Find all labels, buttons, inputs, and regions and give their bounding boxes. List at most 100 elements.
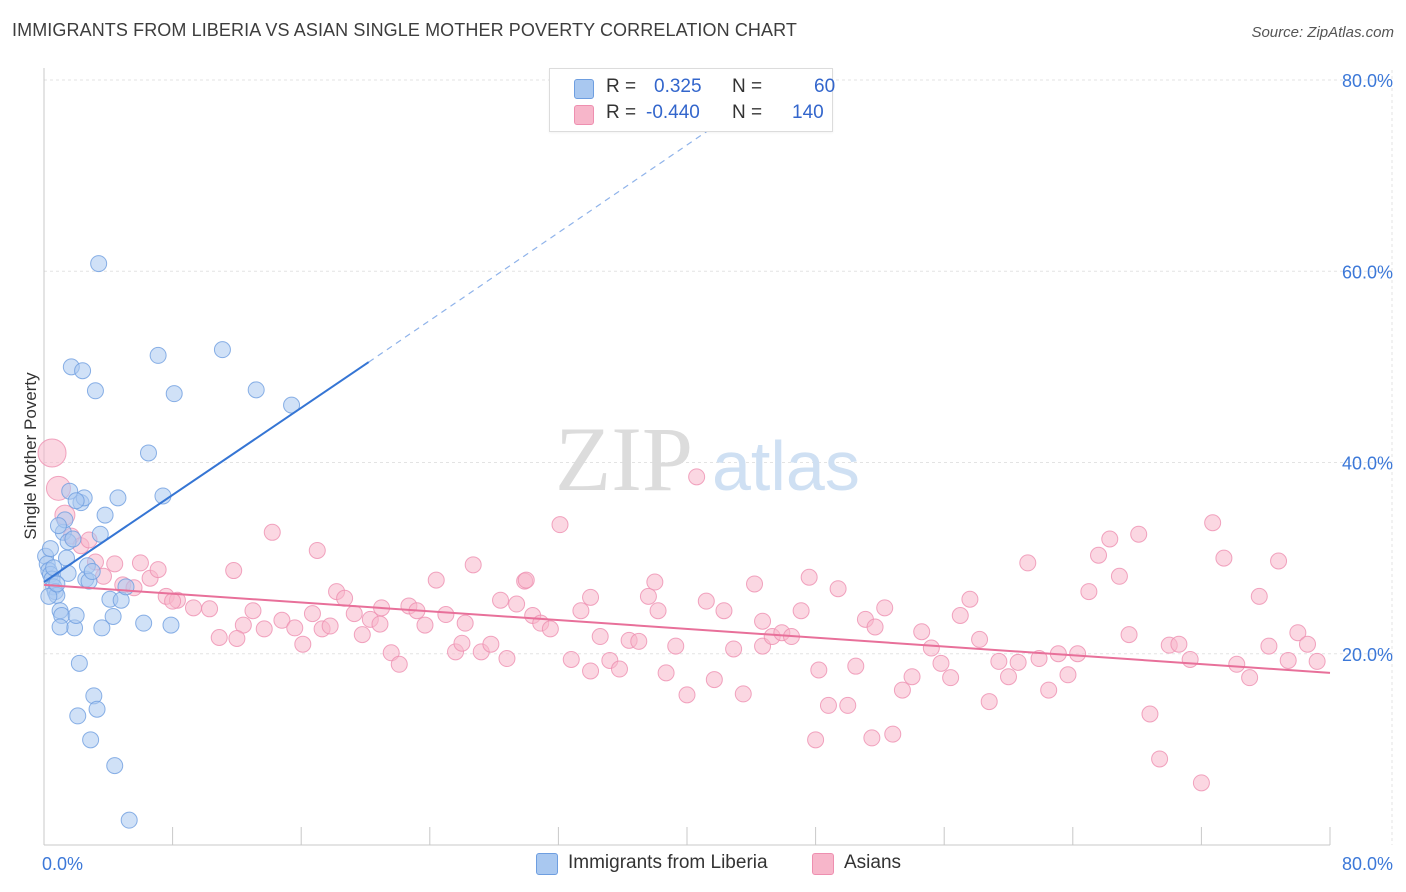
asians-point bbox=[427, 571, 445, 589]
asians-point bbox=[582, 588, 600, 606]
liberia-point bbox=[74, 362, 92, 380]
asians-point bbox=[308, 541, 326, 559]
asians-point bbox=[725, 640, 743, 658]
correlation-legend: R = 0.325 N = 60 R = -0.440 N = 140 bbox=[549, 68, 835, 132]
asians-point bbox=[800, 568, 818, 586]
asians-point bbox=[1181, 650, 1199, 668]
asians-point bbox=[863, 729, 881, 747]
asians-point bbox=[913, 623, 931, 641]
asians-point bbox=[244, 602, 262, 620]
asians-point bbox=[184, 599, 202, 617]
watermark-atlas: atlas bbox=[712, 427, 860, 505]
y-tick-label: 20.0% bbox=[1342, 645, 1393, 665]
asians-point bbox=[715, 602, 733, 620]
x-tick-label: 80.0% bbox=[1342, 854, 1393, 874]
asians-point bbox=[263, 523, 281, 541]
asians-point bbox=[336, 589, 354, 607]
asians-point bbox=[697, 592, 715, 610]
asians-point bbox=[437, 606, 455, 624]
asians-point bbox=[1080, 583, 1098, 601]
legend-r-label: R = bbox=[606, 102, 637, 123]
asians-point bbox=[453, 634, 471, 652]
asians-point bbox=[1000, 668, 1017, 686]
tick-labels: 20.0% 40.0% 60.0% 80.0% 0.0% 80.0% bbox=[42, 71, 1393, 874]
liberia-point bbox=[82, 731, 100, 749]
asians-point bbox=[746, 575, 764, 593]
liberia-point bbox=[213, 341, 231, 359]
liberia-point bbox=[70, 654, 88, 672]
legend-r-label: R = bbox=[606, 76, 637, 97]
asians-point bbox=[508, 595, 526, 613]
asians-point bbox=[273, 611, 291, 629]
asians-point bbox=[303, 605, 321, 623]
asians-point bbox=[164, 592, 182, 610]
liberia-trend-line bbox=[43, 361, 370, 583]
asians-point bbox=[951, 607, 969, 624]
legend-swatch-asians bbox=[574, 105, 594, 125]
asians-point bbox=[582, 662, 600, 680]
x-tick-label: 0.0% bbox=[42, 854, 83, 874]
asians-point bbox=[294, 635, 312, 653]
asians-point bbox=[541, 620, 559, 638]
asians-point bbox=[353, 626, 371, 644]
liberia-point bbox=[67, 492, 85, 510]
liberia-point bbox=[106, 757, 124, 775]
asians-point bbox=[464, 556, 482, 574]
liberia-point bbox=[93, 619, 111, 637]
asians-point bbox=[210, 628, 228, 646]
y-tick-label: 80.0% bbox=[1342, 71, 1393, 91]
source-label: Source: ZipAtlas.com bbox=[1251, 24, 1394, 41]
legend-n-value: 140 bbox=[792, 102, 824, 123]
asians-point bbox=[228, 629, 246, 647]
y-tick-label: 60.0% bbox=[1342, 262, 1393, 282]
asians-point bbox=[922, 639, 940, 657]
asians-point bbox=[990, 652, 1008, 670]
asians-point bbox=[893, 681, 911, 699]
liberia-point bbox=[120, 811, 138, 829]
asians-point bbox=[345, 605, 363, 623]
legend-n-label: N = bbox=[732, 102, 763, 123]
asians-point bbox=[1250, 587, 1268, 605]
asians-point bbox=[416, 616, 434, 634]
asians-point bbox=[591, 628, 609, 646]
asians-point bbox=[1090, 546, 1108, 564]
asians-point bbox=[572, 602, 590, 620]
liberia-point bbox=[40, 587, 58, 605]
asians-point bbox=[1120, 626, 1138, 644]
asians-point bbox=[1040, 681, 1058, 699]
bottom-legend-label-asians: Asians bbox=[844, 852, 902, 873]
asians-point bbox=[866, 618, 884, 636]
watermark: ZIP atlas bbox=[555, 408, 860, 510]
asians-point bbox=[980, 693, 998, 711]
asians-point bbox=[225, 562, 243, 580]
bottom-legend-label-liberia: Immigrants from Liberia bbox=[568, 852, 768, 873]
liberia-point bbox=[49, 517, 67, 535]
asians-point bbox=[630, 632, 648, 650]
liberia-point bbox=[96, 506, 114, 524]
asians-point bbox=[754, 612, 772, 630]
asians-point bbox=[847, 657, 865, 675]
asians-point bbox=[1192, 774, 1210, 792]
liberia-point bbox=[165, 385, 183, 403]
asians-point bbox=[106, 555, 124, 573]
asians-point bbox=[1289, 624, 1307, 642]
asians-point bbox=[829, 580, 847, 598]
asians-point bbox=[390, 655, 408, 673]
y-tick-label: 40.0% bbox=[1342, 454, 1393, 474]
liberia-point bbox=[45, 559, 63, 577]
asians-point bbox=[971, 630, 989, 648]
liberia-point bbox=[86, 382, 104, 400]
asians-point bbox=[1170, 635, 1188, 653]
asians-point bbox=[321, 617, 339, 635]
asians-point bbox=[517, 571, 535, 589]
grid-lines bbox=[44, 70, 1393, 845]
asians-point bbox=[1110, 567, 1128, 585]
asians-trend-line bbox=[43, 583, 1331, 674]
trend-lines bbox=[43, 122, 1331, 674]
asians-point bbox=[149, 561, 167, 579]
asians-point bbox=[1030, 650, 1048, 668]
asians-point bbox=[657, 664, 675, 682]
asians-point bbox=[1279, 651, 1297, 669]
asians-point bbox=[688, 468, 706, 486]
